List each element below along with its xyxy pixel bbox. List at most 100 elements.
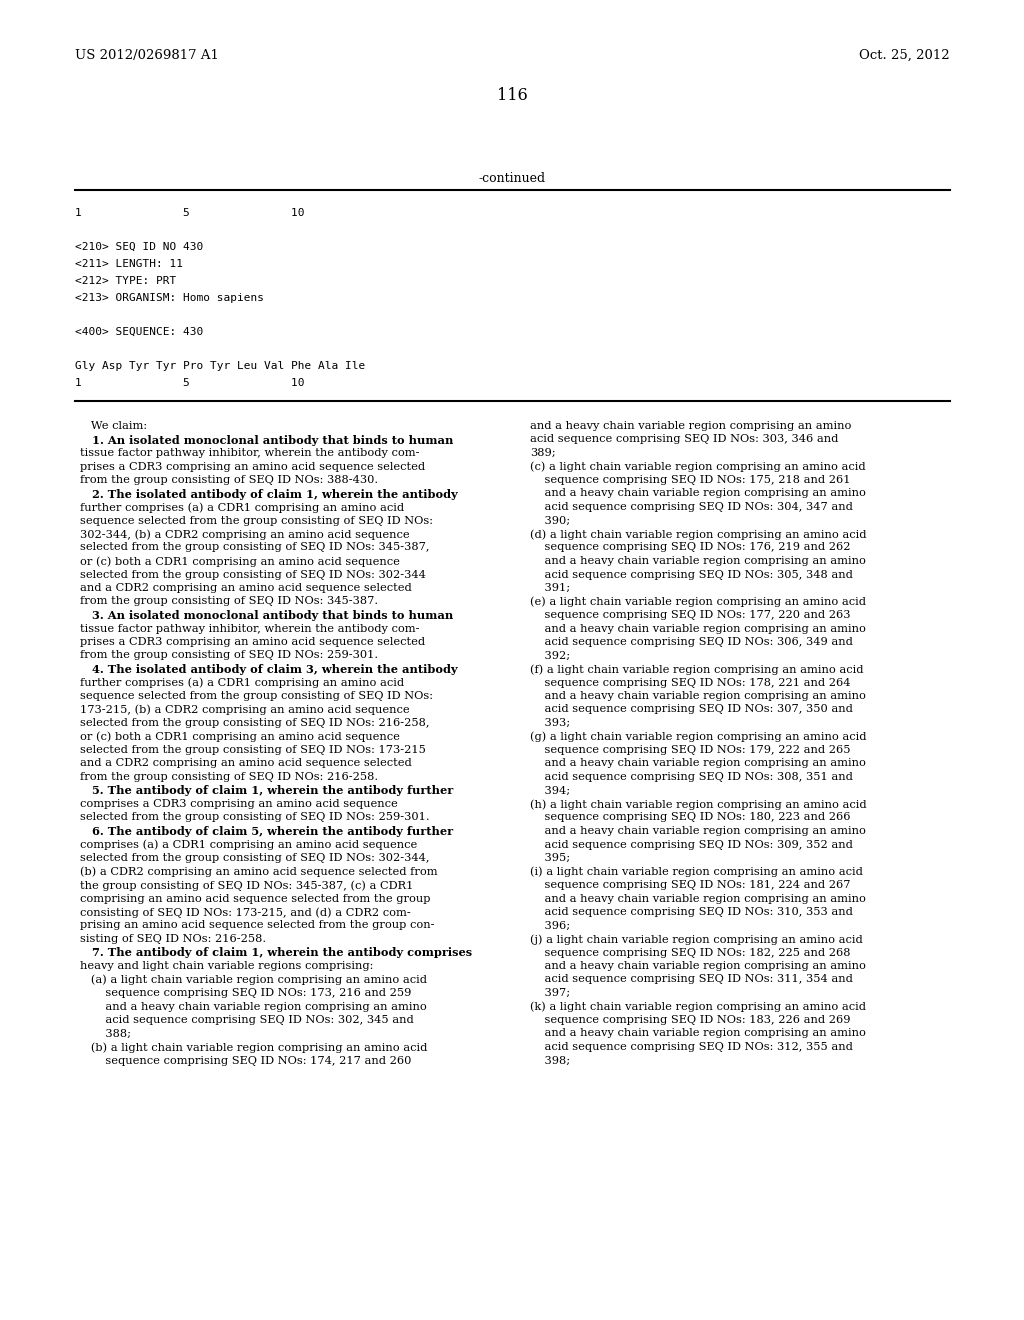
Text: acid sequence comprising SEQ ID NOs: 304, 347 and: acid sequence comprising SEQ ID NOs: 304… xyxy=(530,502,853,512)
Text: sequence comprising SEQ ID NOs: 181, 224 and 267: sequence comprising SEQ ID NOs: 181, 224… xyxy=(530,880,851,890)
Text: We claim:: We claim: xyxy=(80,421,147,432)
Text: selected from the group consisting of SEQ ID NOs: 345-387,: selected from the group consisting of SE… xyxy=(80,543,429,553)
Text: 393;: 393; xyxy=(530,718,570,729)
Text: 4. The isolated antibody of claim 3, wherein the antibody: 4. The isolated antibody of claim 3, whe… xyxy=(80,664,458,675)
Text: 389;: 389; xyxy=(530,447,556,458)
Text: acid sequence comprising SEQ ID NOs: 303, 346 and: acid sequence comprising SEQ ID NOs: 303… xyxy=(530,434,839,445)
Text: sequence comprising SEQ ID NOs: 174, 217 and 260: sequence comprising SEQ ID NOs: 174, 217… xyxy=(80,1056,412,1065)
Text: and a heavy chain variable region comprising an amino: and a heavy chain variable region compri… xyxy=(530,488,866,499)
Text: 1. An isolated monoclonal antibody that binds to human: 1. An isolated monoclonal antibody that … xyxy=(80,434,454,446)
Text: sequence comprising SEQ ID NOs: 176, 219 and 262: sequence comprising SEQ ID NOs: 176, 219… xyxy=(530,543,851,553)
Text: sequence comprising SEQ ID NOs: 173, 216 and 259: sequence comprising SEQ ID NOs: 173, 216… xyxy=(80,987,412,998)
Text: (i) a light chain variable region comprising an amino acid: (i) a light chain variable region compri… xyxy=(530,866,863,876)
Text: sequence comprising SEQ ID NOs: 179, 222 and 265: sequence comprising SEQ ID NOs: 179, 222… xyxy=(530,744,851,755)
Text: acid sequence comprising SEQ ID NOs: 308, 351 and: acid sequence comprising SEQ ID NOs: 308… xyxy=(530,772,853,781)
Text: 116: 116 xyxy=(497,87,527,103)
Text: and a heavy chain variable region comprising an amino: and a heavy chain variable region compri… xyxy=(530,1028,866,1039)
Text: (d) a light chain variable region comprising an amino acid: (d) a light chain variable region compri… xyxy=(530,529,866,540)
Text: sequence comprising SEQ ID NOs: 175, 218 and 261: sequence comprising SEQ ID NOs: 175, 218… xyxy=(530,475,851,484)
Text: further comprises (a) a CDR1 comprising an amino acid: further comprises (a) a CDR1 comprising … xyxy=(80,677,404,688)
Text: acid sequence comprising SEQ ID NOs: 307, 350 and: acid sequence comprising SEQ ID NOs: 307… xyxy=(530,705,853,714)
Text: from the group consisting of SEQ ID NOs: 345-387.: from the group consisting of SEQ ID NOs:… xyxy=(80,597,378,606)
Text: 395;: 395; xyxy=(530,853,570,863)
Text: 397;: 397; xyxy=(530,987,570,998)
Text: and a heavy chain variable region comprising an amino: and a heavy chain variable region compri… xyxy=(80,1002,427,1011)
Text: sequence selected from the group consisting of SEQ ID NOs:: sequence selected from the group consist… xyxy=(80,690,433,701)
Text: (h) a light chain variable region comprising an amino acid: (h) a light chain variable region compri… xyxy=(530,799,866,809)
Text: acid sequence comprising SEQ ID NOs: 306, 349 and: acid sequence comprising SEQ ID NOs: 306… xyxy=(530,638,853,647)
Text: comprises a CDR3 comprising an amino acid sequence: comprises a CDR3 comprising an amino aci… xyxy=(80,799,397,809)
Text: acid sequence comprising SEQ ID NOs: 309, 352 and: acid sequence comprising SEQ ID NOs: 309… xyxy=(530,840,853,850)
Text: tissue factor pathway inhibitor, wherein the antibody com-: tissue factor pathway inhibitor, wherein… xyxy=(80,447,420,458)
Text: selected from the group consisting of SEQ ID NOs: 302-344: selected from the group consisting of SE… xyxy=(80,569,426,579)
Text: and a CDR2 comprising an amino acid sequence selected: and a CDR2 comprising an amino acid sequ… xyxy=(80,759,412,768)
Text: sequence comprising SEQ ID NOs: 177, 220 and 263: sequence comprising SEQ ID NOs: 177, 220… xyxy=(530,610,851,620)
Text: sisting of SEQ ID NOs: 216-258.: sisting of SEQ ID NOs: 216-258. xyxy=(80,935,266,944)
Text: and a heavy chain variable region comprising an amino: and a heavy chain variable region compri… xyxy=(530,556,866,566)
Text: the group consisting of SEQ ID NOs: 345-387, (c) a CDR1: the group consisting of SEQ ID NOs: 345-… xyxy=(80,880,414,891)
Text: 392;: 392; xyxy=(530,651,570,660)
Text: <213> ORGANISM: Homo sapiens: <213> ORGANISM: Homo sapiens xyxy=(75,293,264,304)
Text: (a) a light chain variable region comprising an amino acid: (a) a light chain variable region compri… xyxy=(80,974,427,985)
Text: (j) a light chain variable region comprising an amino acid: (j) a light chain variable region compri… xyxy=(530,935,863,945)
Text: (e) a light chain variable region comprising an amino acid: (e) a light chain variable region compri… xyxy=(530,597,866,607)
Text: tissue factor pathway inhibitor, wherein the antibody com-: tissue factor pathway inhibitor, wherein… xyxy=(80,623,420,634)
Text: (k) a light chain variable region comprising an amino acid: (k) a light chain variable region compri… xyxy=(530,1002,866,1012)
Text: 394;: 394; xyxy=(530,785,570,796)
Text: prises a CDR3 comprising an amino acid sequence selected: prises a CDR3 comprising an amino acid s… xyxy=(80,462,425,471)
Text: selected from the group consisting of SEQ ID NOs: 259-301.: selected from the group consisting of SE… xyxy=(80,813,430,822)
Text: consisting of SEQ ID NOs: 173-215, and (d) a CDR2 com-: consisting of SEQ ID NOs: 173-215, and (… xyxy=(80,907,411,917)
Text: -continued: -continued xyxy=(478,172,546,185)
Text: and a heavy chain variable region comprising an amino: and a heavy chain variable region compri… xyxy=(530,894,866,903)
Text: acid sequence comprising SEQ ID NOs: 310, 353 and: acid sequence comprising SEQ ID NOs: 310… xyxy=(530,907,853,917)
Text: 3. An isolated monoclonal antibody that binds to human: 3. An isolated monoclonal antibody that … xyxy=(80,610,454,620)
Text: 390;: 390; xyxy=(530,516,570,525)
Text: acid sequence comprising SEQ ID NOs: 312, 355 and: acid sequence comprising SEQ ID NOs: 312… xyxy=(530,1041,853,1052)
Text: acid sequence comprising SEQ ID NOs: 302, 345 and: acid sequence comprising SEQ ID NOs: 302… xyxy=(80,1015,414,1026)
Text: 6. The antibody of claim 5, wherein the antibody further: 6. The antibody of claim 5, wherein the … xyxy=(80,826,454,837)
Text: from the group consisting of SEQ ID NOs: 259-301.: from the group consisting of SEQ ID NOs:… xyxy=(80,651,378,660)
Text: prising an amino acid sequence selected from the group con-: prising an amino acid sequence selected … xyxy=(80,920,434,931)
Text: Oct. 25, 2012: Oct. 25, 2012 xyxy=(859,49,950,62)
Text: Gly Asp Tyr Tyr Pro Tyr Leu Val Phe Ala Ile: Gly Asp Tyr Tyr Pro Tyr Leu Val Phe Ala … xyxy=(75,360,366,371)
Text: further comprises (a) a CDR1 comprising an amino acid: further comprises (a) a CDR1 comprising … xyxy=(80,502,404,512)
Text: prises a CDR3 comprising an amino acid sequence selected: prises a CDR3 comprising an amino acid s… xyxy=(80,638,425,647)
Text: and a heavy chain variable region comprising an amino: and a heavy chain variable region compri… xyxy=(530,623,866,634)
Text: 396;: 396; xyxy=(530,920,570,931)
Text: (b) a CDR2 comprising an amino acid sequence selected from: (b) a CDR2 comprising an amino acid sequ… xyxy=(80,866,437,876)
Text: sequence comprising SEQ ID NOs: 183, 226 and 269: sequence comprising SEQ ID NOs: 183, 226… xyxy=(530,1015,851,1026)
Text: <210> SEQ ID NO 430: <210> SEQ ID NO 430 xyxy=(75,242,203,252)
Text: (f) a light chain variable region comprising an amino acid: (f) a light chain variable region compri… xyxy=(530,664,863,675)
Text: (b) a light chain variable region comprising an amino acid: (b) a light chain variable region compri… xyxy=(80,1041,427,1052)
Text: from the group consisting of SEQ ID NOs: 216-258.: from the group consisting of SEQ ID NOs:… xyxy=(80,772,378,781)
Text: or (c) both a CDR1 comprising an amino acid sequence: or (c) both a CDR1 comprising an amino a… xyxy=(80,556,400,566)
Text: acid sequence comprising SEQ ID NOs: 311, 354 and: acid sequence comprising SEQ ID NOs: 311… xyxy=(530,974,853,985)
Text: <212> TYPE: PRT: <212> TYPE: PRT xyxy=(75,276,176,286)
Text: sequence comprising SEQ ID NOs: 178, 221 and 264: sequence comprising SEQ ID NOs: 178, 221… xyxy=(530,677,851,688)
Text: and a CDR2 comprising an amino acid sequence selected: and a CDR2 comprising an amino acid sequ… xyxy=(80,583,412,593)
Text: sequence comprising SEQ ID NOs: 180, 223 and 266: sequence comprising SEQ ID NOs: 180, 223… xyxy=(530,813,851,822)
Text: <211> LENGTH: 11: <211> LENGTH: 11 xyxy=(75,259,183,269)
Text: 302-344, (b) a CDR2 comprising an amino acid sequence: 302-344, (b) a CDR2 comprising an amino … xyxy=(80,529,410,540)
Text: 2. The isolated antibody of claim 1, wherein the antibody: 2. The isolated antibody of claim 1, whe… xyxy=(80,488,458,499)
Text: heavy and light chain variable regions comprising:: heavy and light chain variable regions c… xyxy=(80,961,374,972)
Text: and a heavy chain variable region comprising an amino: and a heavy chain variable region compri… xyxy=(530,759,866,768)
Text: acid sequence comprising SEQ ID NOs: 305, 348 and: acid sequence comprising SEQ ID NOs: 305… xyxy=(530,569,853,579)
Text: sequence comprising SEQ ID NOs: 182, 225 and 268: sequence comprising SEQ ID NOs: 182, 225… xyxy=(530,948,851,957)
Text: from the group consisting of SEQ ID NOs: 388-430.: from the group consisting of SEQ ID NOs:… xyxy=(80,475,378,484)
Text: and a heavy chain variable region comprising an amino: and a heavy chain variable region compri… xyxy=(530,826,866,836)
Text: (c) a light chain variable region comprising an amino acid: (c) a light chain variable region compri… xyxy=(530,462,865,473)
Text: selected from the group consisting of SEQ ID NOs: 173-215: selected from the group consisting of SE… xyxy=(80,744,426,755)
Text: 398;: 398; xyxy=(530,1056,570,1065)
Text: or (c) both a CDR1 comprising an amino acid sequence: or (c) both a CDR1 comprising an amino a… xyxy=(80,731,400,742)
Text: (g) a light chain variable region comprising an amino acid: (g) a light chain variable region compri… xyxy=(530,731,866,742)
Text: 1               5               10: 1 5 10 xyxy=(75,378,304,388)
Text: 173-215, (b) a CDR2 comprising an amino acid sequence: 173-215, (b) a CDR2 comprising an amino … xyxy=(80,705,410,715)
Text: and a heavy chain variable region comprising an amino: and a heavy chain variable region compri… xyxy=(530,421,851,432)
Text: selected from the group consisting of SEQ ID NOs: 302-344,: selected from the group consisting of SE… xyxy=(80,853,429,863)
Text: 7. The antibody of claim 1, wherein the antibody comprises: 7. The antibody of claim 1, wherein the … xyxy=(80,948,472,958)
Text: comprising an amino acid sequence selected from the group: comprising an amino acid sequence select… xyxy=(80,894,430,903)
Text: 388;: 388; xyxy=(80,1028,131,1039)
Text: selected from the group consisting of SEQ ID NOs: 216-258,: selected from the group consisting of SE… xyxy=(80,718,429,729)
Text: <400> SEQUENCE: 430: <400> SEQUENCE: 430 xyxy=(75,327,203,337)
